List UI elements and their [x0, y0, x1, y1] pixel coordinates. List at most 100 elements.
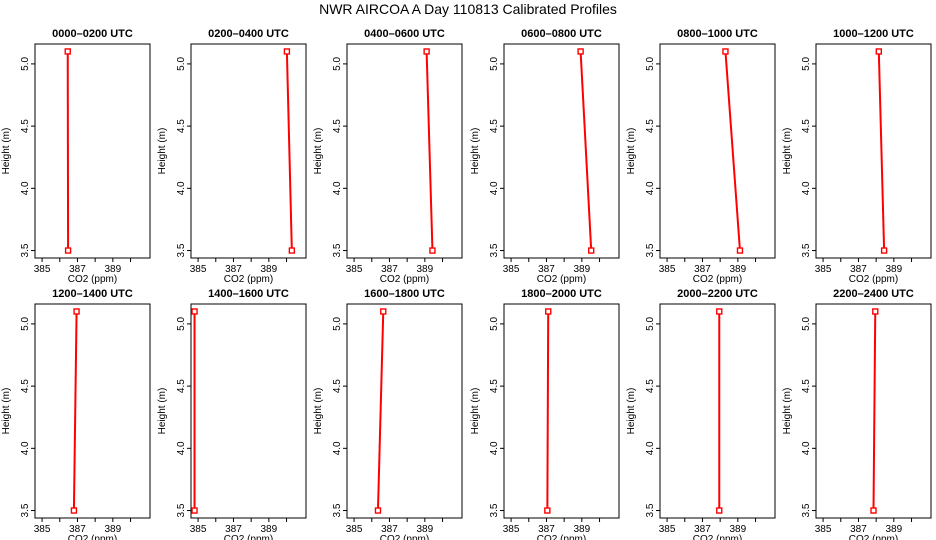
y-tick-label: 4.5 — [20, 119, 31, 133]
plot-frame — [659, 43, 776, 259]
x-tick-label: 387 — [538, 264, 555, 275]
x-tick-label: 387 — [381, 264, 398, 275]
y-axis-label: Height (m) — [470, 388, 481, 435]
data-point-marker — [191, 507, 198, 514]
x-tick-label: 385 — [34, 264, 51, 275]
x-tick-label: 389 — [886, 524, 903, 535]
x-tick-label: 385 — [659, 524, 676, 535]
x-tick-label: 387 — [538, 524, 555, 535]
panel-8: 1400–1600 UTC 385 387 389 3.5 4.0 4.5 5.0 CO2 (p… — [157, 288, 307, 540]
y-tick-label: 5.0 — [645, 57, 656, 71]
y-tick-label: 5.0 — [489, 317, 500, 331]
profile-line — [872, 311, 877, 511]
plot-frame — [346, 303, 463, 519]
x-axis-label: CO2 (ppm) — [68, 534, 117, 540]
x-tick-label: 387 — [381, 524, 398, 535]
y-tick-label: 4.5 — [801, 119, 812, 133]
data-point-marker — [880, 247, 888, 254]
y-tick-label: 5.0 — [20, 57, 31, 71]
data-point-marker — [545, 308, 552, 315]
y-tick-label: 4.5 — [645, 119, 656, 133]
x-tick-label: 389 — [105, 524, 122, 535]
x-axis-label: CO2 (ppm) — [693, 274, 742, 285]
x-tick-label: 387 — [69, 524, 86, 535]
y-tick-label: 4.5 — [645, 379, 656, 393]
panel-title: 0600–0800 UTC — [521, 28, 602, 40]
x-tick-label: 385 — [346, 264, 363, 275]
data-point-marker — [288, 247, 296, 254]
panel-title: 1800–2000 UTC — [521, 288, 602, 300]
y-tick-label: 5.0 — [332, 317, 343, 331]
data-point-marker — [736, 247, 744, 254]
y-tick-label: 3.5 — [801, 243, 812, 257]
y-tick-label: 4.0 — [645, 441, 656, 455]
x-tick-label: 387 — [850, 524, 867, 535]
panel-10: 1800–2000 UTC 385 387 389 3.5 4.0 4.5 5.0 CO2 (p… — [470, 288, 620, 540]
data-point-marker — [722, 48, 729, 55]
panels-group: 0000–0200 UTC 385 387 389 3.5 4.0 4.5 5.0 CO2 (p… — [1, 28, 932, 540]
x-axis-label: CO2 (ppm) — [693, 534, 742, 540]
y-tick-label: 4.0 — [332, 441, 343, 455]
x-tick-label: 385 — [190, 264, 207, 275]
y-tick-label: 5.0 — [801, 57, 812, 71]
data-point-marker — [875, 48, 883, 55]
panel-title: 2000–2200 UTC — [677, 288, 758, 300]
y-tick-label: 3.5 — [332, 503, 343, 517]
y-axis-label: Height (m) — [157, 128, 168, 175]
y-tick-label: 4.0 — [801, 441, 812, 455]
panel-title: 1600–1800 UTC — [364, 288, 445, 300]
data-point-marker — [70, 507, 78, 514]
y-tick-label: 4.5 — [332, 379, 343, 393]
figure-title: NWR AIRCOA A Day 110813 Calibrated Profi… — [319, 1, 617, 17]
panel-7: 1200–1400 UTC 385 387 389 3.5 4.0 4.5 5.0 CO2 (p… — [1, 288, 151, 540]
y-axis-label: Height (m) — [313, 388, 324, 435]
x-tick-label: 389 — [886, 264, 903, 275]
plot-frame — [815, 43, 932, 259]
profile-line — [72, 311, 78, 511]
data-point-marker — [429, 247, 436, 254]
y-tick-label: 5.0 — [176, 57, 187, 71]
x-tick-label: 385 — [346, 524, 363, 535]
plot-frame — [190, 43, 307, 259]
y-tick-label: 4.5 — [489, 379, 500, 393]
x-tick-label: 385 — [815, 264, 832, 275]
x-tick-label: 389 — [730, 264, 747, 275]
y-tick-label: 5.0 — [801, 317, 812, 331]
panel-title: 0400–0600 UTC — [364, 28, 445, 40]
panel-11: 2000–2200 UTC 385 387 389 3.5 4.0 4.5 5.0 CO2 (p… — [626, 288, 776, 540]
x-axis-label: CO2 (ppm) — [380, 534, 429, 540]
y-tick-label: 4.5 — [176, 119, 187, 133]
y-tick-label: 4.0 — [176, 441, 187, 455]
data-point-marker — [716, 507, 723, 514]
plot-frame — [34, 43, 151, 259]
panel-3: 0400–0600 UTC 385 387 389 3.5 4.0 4.5 5.0 CO2 (p… — [313, 28, 463, 285]
x-tick-label: 389 — [574, 524, 591, 535]
plot-frame — [503, 303, 620, 519]
y-tick-label: 5.0 — [332, 57, 343, 71]
y-axis-label: Height (m) — [626, 128, 637, 175]
panel-1: 0000–0200 UTC 385 387 389 3.5 4.0 4.5 5.0 CO2 (p… — [1, 28, 151, 285]
panel-title: 1400–1600 UTC — [208, 288, 289, 300]
panel-title: 0800–1000 UTC — [677, 28, 758, 40]
y-tick-label: 4.0 — [801, 181, 812, 195]
y-tick-label: 3.5 — [20, 243, 31, 257]
profile-line — [546, 311, 550, 511]
y-tick-label: 4.5 — [332, 119, 343, 133]
profile-line — [877, 51, 886, 251]
x-axis-label: CO2 (ppm) — [537, 274, 586, 285]
x-tick-label: 387 — [694, 264, 711, 275]
data-point-marker — [283, 48, 291, 55]
x-tick-label: 385 — [190, 524, 207, 535]
y-tick-label: 3.5 — [332, 243, 343, 257]
y-tick-label: 4.5 — [176, 379, 187, 393]
data-point-marker — [870, 507, 877, 514]
x-tick-label: 387 — [694, 524, 711, 535]
y-tick-label: 4.0 — [489, 181, 500, 195]
y-tick-label: 4.5 — [801, 379, 812, 393]
x-tick-label: 387 — [225, 524, 242, 535]
panel-12: 2200–2400 UTC 385 387 389 3.5 4.0 4.5 5.0 CO2 (p… — [782, 288, 932, 540]
plot-frame — [190, 303, 307, 519]
x-tick-label: 387 — [225, 264, 242, 275]
y-tick-label: 4.0 — [20, 441, 31, 455]
